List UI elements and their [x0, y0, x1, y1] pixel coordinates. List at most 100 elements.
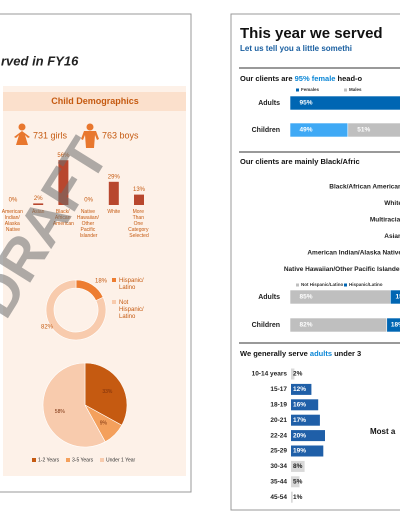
value-label: 0%: [9, 198, 18, 204]
value-label: 82%: [299, 322, 312, 329]
bar: [134, 194, 144, 205]
legend-swatch: [344, 283, 347, 287]
legend-swatch: [32, 458, 36, 462]
legend-swatch: [112, 300, 116, 304]
girls-count: 731 girls: [33, 130, 68, 140]
age-label: 15-17: [270, 386, 287, 393]
value-label: 82%: [41, 325, 54, 331]
headline-part: 95% female: [295, 74, 336, 83]
value-label: 17%: [293, 417, 306, 424]
bar: [291, 399, 319, 411]
row-label: Adults: [258, 100, 280, 107]
category-label: American Indian/ Alaska Native: [2, 209, 25, 233]
row-label: Children: [252, 322, 280, 329]
headline-part: We generally serve: [240, 349, 310, 358]
age-label: 30-34: [270, 463, 287, 470]
note: Most a: [370, 427, 396, 436]
value-label: 95%: [299, 100, 312, 107]
legend-swatch: [296, 283, 299, 287]
value-label: 8%: [293, 463, 303, 470]
value-label: 12%: [293, 386, 306, 393]
value-label: 58%: [55, 409, 66, 415]
legend-label: Not Hispanic/ Latino: [119, 300, 145, 320]
legend-label: Males: [349, 87, 362, 92]
bar-segment: [389, 289, 400, 305]
age-label: 25-29: [270, 448, 287, 455]
bar: [291, 445, 324, 457]
race-label: Black/African American: [329, 184, 400, 191]
section-band: [3, 92, 186, 111]
section-title: Child Demographics: [51, 96, 139, 106]
age-label: 10-14 years: [252, 371, 288, 378]
girl-icon: [14, 123, 30, 145]
bar: [33, 203, 44, 205]
race-label: Native Hawaiian/Other Pacific Islander: [284, 266, 400, 273]
bar-segment: [386, 317, 400, 333]
value-label: 18%: [391, 322, 400, 329]
legend-swatch: [66, 458, 70, 462]
bar: [291, 460, 305, 472]
value-label: 1%: [293, 494, 303, 501]
slice: [84, 362, 128, 426]
value-label: 5%: [293, 479, 303, 486]
headline-part: Our clients are: [240, 74, 295, 83]
legend-label: Females: [301, 87, 320, 92]
bar: [291, 368, 295, 380]
headline-part: under 3: [332, 349, 361, 358]
row-label: Adults: [258, 294, 280, 301]
bar-segment: [347, 122, 400, 138]
page-title: This year we served: [240, 25, 383, 42]
value-label: 20%: [293, 432, 306, 439]
value-label: 9%: [100, 421, 108, 427]
value-label: 29%: [108, 174, 121, 180]
legend-label: Hispanic/Latino: [349, 282, 383, 287]
bar: [291, 476, 300, 488]
value-label: 49%: [299, 127, 312, 134]
bar-segment: [289, 95, 400, 111]
race-label: White: [384, 200, 400, 207]
race-label: Multiracial: [370, 217, 400, 224]
section-headline: We generally serve adults under 3: [240, 349, 361, 358]
age-label: 45-54: [270, 494, 287, 501]
section-headline: Our clients are 95% female head-o: [240, 74, 363, 83]
category-label: Asian: [32, 209, 45, 215]
page-title: rved in FY16: [1, 53, 79, 68]
value-label: 19%: [293, 448, 306, 455]
boys-count: 763 boys: [102, 130, 139, 140]
value-label: 0%: [84, 198, 93, 204]
age-label: 20-21: [270, 417, 287, 424]
race-label: American Indian/Alaska Native: [307, 250, 400, 257]
legend-swatch: [100, 458, 104, 462]
headline-part: adults: [310, 349, 332, 358]
value-label: 33%: [102, 389, 113, 395]
legend-swatch: [112, 278, 116, 282]
row-label: Children: [252, 127, 280, 134]
legend-swatch: [296, 88, 299, 92]
value-label: 16%: [293, 402, 306, 409]
bar: [291, 430, 325, 442]
value-label: 13%: [133, 187, 146, 193]
slice: [45, 279, 107, 341]
race-label: Asian: [384, 233, 400, 240]
value-label: 2%: [293, 371, 303, 378]
legend-label: Not Hispanic/Latino: [301, 282, 344, 287]
legend-label: 1-2 Years: [38, 457, 60, 463]
category-label: White: [107, 209, 120, 215]
age-label: 18-19: [270, 402, 287, 409]
age-label: 22-24: [270, 432, 287, 439]
category-label: Black/ African American: [53, 209, 74, 227]
bar: [291, 383, 312, 395]
legend-label: Under 1 Year: [106, 457, 136, 463]
legend-label: 3-5 Years: [72, 457, 94, 463]
age-label: 35-44: [270, 479, 287, 486]
value-label: 2%: [34, 196, 43, 202]
value-label: 51%: [357, 127, 370, 134]
value-label: 15: [396, 294, 400, 301]
legend-swatch: [344, 88, 347, 92]
category-label: Native Hawaiian/ Other Pacific Islander: [77, 209, 100, 239]
value-label: 85%: [299, 294, 312, 301]
headline-part: head-o: [335, 74, 362, 83]
value-label: 56%: [57, 153, 70, 159]
